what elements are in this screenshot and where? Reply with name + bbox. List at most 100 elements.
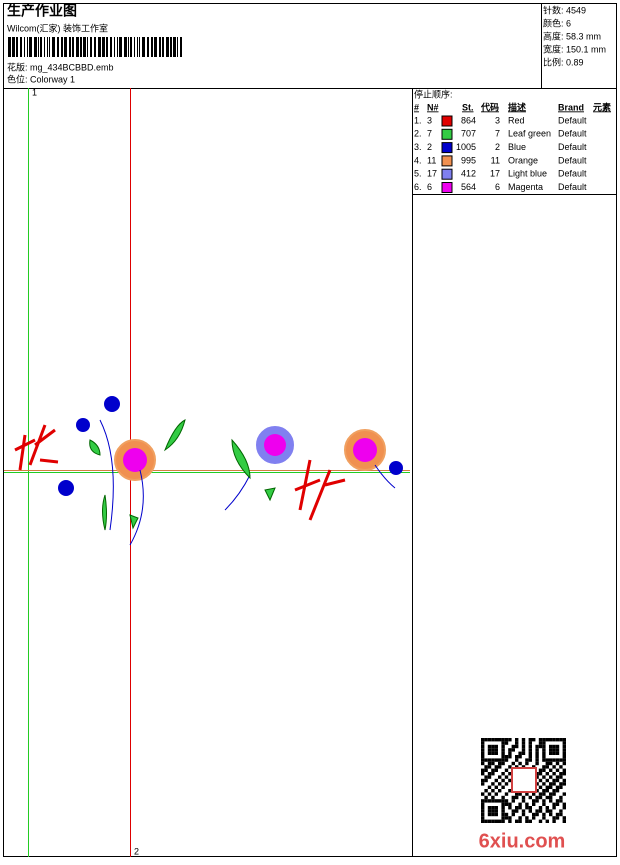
qr-module [508, 778, 512, 783]
qr-module [552, 802, 556, 806]
bar-stripe [29, 37, 32, 57]
qr-module [494, 751, 498, 755]
qr-module [481, 738, 485, 742]
qr-module [518, 819, 522, 823]
qr-module [549, 768, 553, 772]
qr-module [545, 806, 549, 810]
qr-module [481, 806, 485, 810]
qr-module [491, 806, 495, 810]
qr-module [487, 751, 492, 755]
qr-module [491, 772, 495, 776]
bar-stripe [44, 37, 45, 57]
qr-module [549, 792, 553, 796]
qr-module [525, 758, 529, 762]
qr-module [552, 778, 556, 783]
title: 生产作业图 [7, 3, 77, 19]
qr-module [545, 785, 549, 789]
qr-module [532, 799, 536, 803]
qr-module [542, 768, 546, 772]
qr-module [542, 738, 546, 742]
qr-module [562, 741, 566, 745]
color-description: Leaf green [508, 129, 551, 139]
qr-module [491, 819, 495, 823]
qr-module [528, 744, 532, 749]
qr-module [525, 806, 529, 810]
qr-module [555, 768, 560, 772]
qr-module [562, 748, 566, 752]
qr-module [501, 802, 505, 806]
needle-number: 6 [427, 182, 432, 192]
qr-module [559, 772, 563, 776]
qr-module [518, 755, 522, 759]
qr-module [487, 792, 492, 796]
qr-module [538, 809, 543, 813]
bar-stripe [69, 37, 71, 57]
qr-module [494, 744, 498, 749]
qr-module [542, 765, 546, 769]
qr-module [542, 802, 546, 806]
qr-module [518, 816, 522, 820]
qr-module [491, 761, 495, 766]
brand: Default [558, 142, 587, 152]
bar-stripe [128, 37, 129, 57]
guide-label: 1 [32, 87, 37, 97]
qr-module [562, 782, 566, 786]
column-header: # [414, 102, 419, 112]
qr-module [549, 782, 553, 786]
qr-module [481, 792, 485, 796]
studio: Wilcom(汇家) 装饰工作室 [7, 22, 108, 33]
qr-module [501, 785, 505, 789]
bar-stripe [173, 37, 176, 57]
qr-module [484, 775, 488, 779]
bar-stripe [134, 37, 135, 57]
column-header: 代码 [480, 101, 499, 112]
qr-module [532, 792, 536, 796]
frame [3, 3, 617, 857]
qr-module [515, 809, 519, 813]
brand: Default [558, 182, 587, 192]
qr-module [552, 758, 556, 762]
qr-module [481, 799, 485, 803]
qr-module [515, 738, 519, 742]
qr-module [552, 738, 556, 742]
color-description: Orange [508, 155, 538, 165]
qr-module [501, 748, 505, 752]
qr-module [494, 799, 498, 803]
qr-module [545, 765, 549, 769]
qr-module [535, 789, 539, 793]
bar-stripe [80, 37, 82, 57]
qr-module [501, 778, 505, 783]
bar-stripe [142, 37, 145, 57]
qr-module [481, 748, 485, 752]
color-description: Light blue [508, 169, 547, 179]
qr-module [494, 765, 498, 769]
barcode [8, 37, 182, 57]
qr-module [562, 772, 566, 776]
qr-module [491, 744, 495, 749]
qr-module [487, 809, 492, 813]
bar-stripe [170, 37, 172, 57]
qr-module [494, 809, 498, 813]
qr-module [515, 795, 519, 800]
bar-stripe [34, 37, 37, 57]
qr-module [494, 778, 498, 783]
row-index: 6. [414, 182, 422, 192]
qr-module [528, 751, 532, 755]
qr-module [501, 744, 505, 749]
qr-module [521, 744, 526, 749]
qr-module [562, 761, 566, 766]
qr-module [484, 768, 488, 772]
qr-module [535, 799, 539, 803]
qr-module [545, 761, 549, 766]
qr-module [491, 809, 495, 813]
qr-module [555, 748, 560, 752]
qr-module [484, 758, 488, 762]
qr-module [535, 748, 539, 752]
qr-module [515, 741, 519, 745]
bar-stripe [162, 37, 164, 57]
qr-module [538, 744, 543, 749]
qr-module [562, 738, 566, 742]
stitch-count: 707 [461, 129, 476, 139]
qr-module [559, 799, 563, 803]
